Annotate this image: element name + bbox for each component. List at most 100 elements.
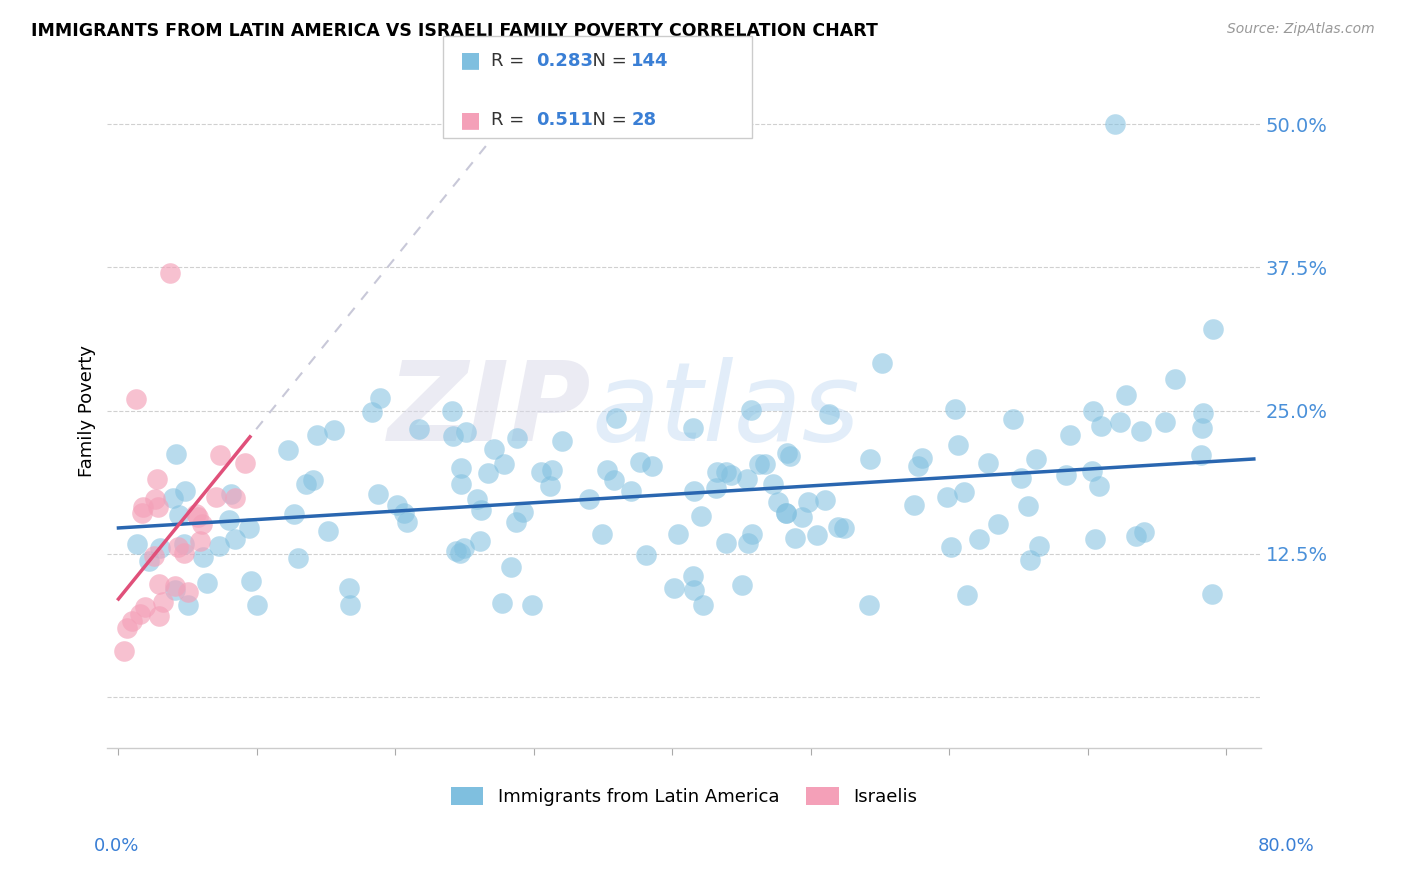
Point — [530, 466, 553, 480]
Point — [246, 598, 269, 612]
Point — [162, 491, 184, 505]
Point — [191, 517, 214, 532]
Point — [731, 578, 754, 592]
Point — [121, 614, 143, 628]
Point — [806, 527, 828, 541]
Point — [666, 526, 689, 541]
Point — [470, 534, 492, 549]
Point — [817, 407, 839, 421]
Point — [444, 544, 467, 558]
Point — [538, 479, 561, 493]
Point — [1028, 539, 1050, 553]
Point — [1059, 428, 1081, 442]
Point — [131, 500, 153, 514]
Point — [748, 457, 770, 471]
Point — [295, 477, 318, 491]
Point — [662, 581, 685, 595]
Point — [125, 537, 148, 551]
Point — [148, 609, 170, 624]
Point — [776, 446, 799, 460]
Point — [737, 536, 759, 550]
Point — [283, 507, 305, 521]
Point — [1081, 404, 1104, 418]
Point — [956, 588, 979, 602]
Point — [797, 495, 820, 509]
Point — [1133, 525, 1156, 540]
Point — [188, 534, 211, 549]
Text: ■: ■ — [460, 111, 481, 130]
Point — [941, 541, 963, 555]
Point — [814, 493, 837, 508]
Point — [907, 458, 929, 473]
Point — [1130, 424, 1153, 438]
Point — [224, 532, 246, 546]
Text: IMMIGRANTS FROM LATIN AMERICA VS ISRAELI FAMILY POVERTY CORRELATION CHART: IMMIGRANTS FROM LATIN AMERICA VS ISRAELI… — [31, 22, 877, 40]
Point — [131, 506, 153, 520]
Point — [775, 506, 797, 520]
Point — [167, 540, 190, 554]
Point — [177, 585, 200, 599]
Point — [1017, 499, 1039, 513]
Point — [827, 520, 849, 534]
Text: ZIP: ZIP — [388, 357, 592, 464]
Point — [591, 527, 613, 541]
Point — [287, 551, 309, 566]
Point — [339, 598, 361, 612]
Text: 0.283: 0.283 — [536, 52, 593, 70]
Point — [578, 491, 600, 506]
Point — [208, 448, 231, 462]
Text: N =: N = — [581, 112, 633, 129]
Legend: Immigrants from Latin America, Israelis: Immigrants from Latin America, Israelis — [444, 780, 925, 814]
Point — [1125, 529, 1147, 543]
Point — [408, 422, 430, 436]
Point — [603, 473, 626, 487]
Point — [792, 509, 814, 524]
Point — [766, 495, 789, 509]
Point — [470, 503, 492, 517]
Point — [385, 498, 408, 512]
Point — [1201, 586, 1223, 600]
Point — [370, 391, 392, 405]
Point — [859, 451, 882, 466]
Point — [953, 484, 976, 499]
Point — [145, 492, 167, 507]
Point — [394, 507, 416, 521]
Point — [1019, 553, 1042, 567]
Point — [112, 644, 135, 658]
Point — [740, 402, 762, 417]
Text: atlas: atlas — [592, 357, 860, 464]
Point — [541, 463, 564, 477]
Point — [138, 554, 160, 568]
Point — [945, 401, 967, 416]
Point — [134, 600, 156, 615]
Point — [682, 483, 704, 498]
Point — [125, 392, 148, 406]
Point — [714, 536, 737, 550]
Point — [946, 437, 969, 451]
Text: 144: 144 — [631, 52, 669, 70]
Point — [1088, 479, 1111, 493]
Point — [322, 423, 344, 437]
Point — [1108, 415, 1130, 429]
Text: 28: 28 — [631, 112, 657, 129]
Point — [360, 405, 382, 419]
Point — [911, 450, 934, 465]
Point — [307, 428, 329, 442]
Point — [218, 513, 240, 527]
Point — [165, 582, 187, 597]
Point — [935, 490, 957, 504]
Point — [152, 594, 174, 608]
Point — [169, 508, 191, 522]
Point — [149, 541, 172, 555]
Point — [783, 531, 806, 545]
Point — [735, 473, 758, 487]
Point — [1054, 467, 1077, 482]
Point — [754, 457, 776, 471]
Point — [832, 521, 855, 535]
Text: R =: R = — [491, 112, 530, 129]
Point — [512, 505, 534, 519]
Point — [620, 483, 643, 498]
Y-axis label: Family Poverty: Family Poverty — [79, 344, 96, 476]
Point — [491, 596, 513, 610]
Point — [1192, 406, 1215, 420]
